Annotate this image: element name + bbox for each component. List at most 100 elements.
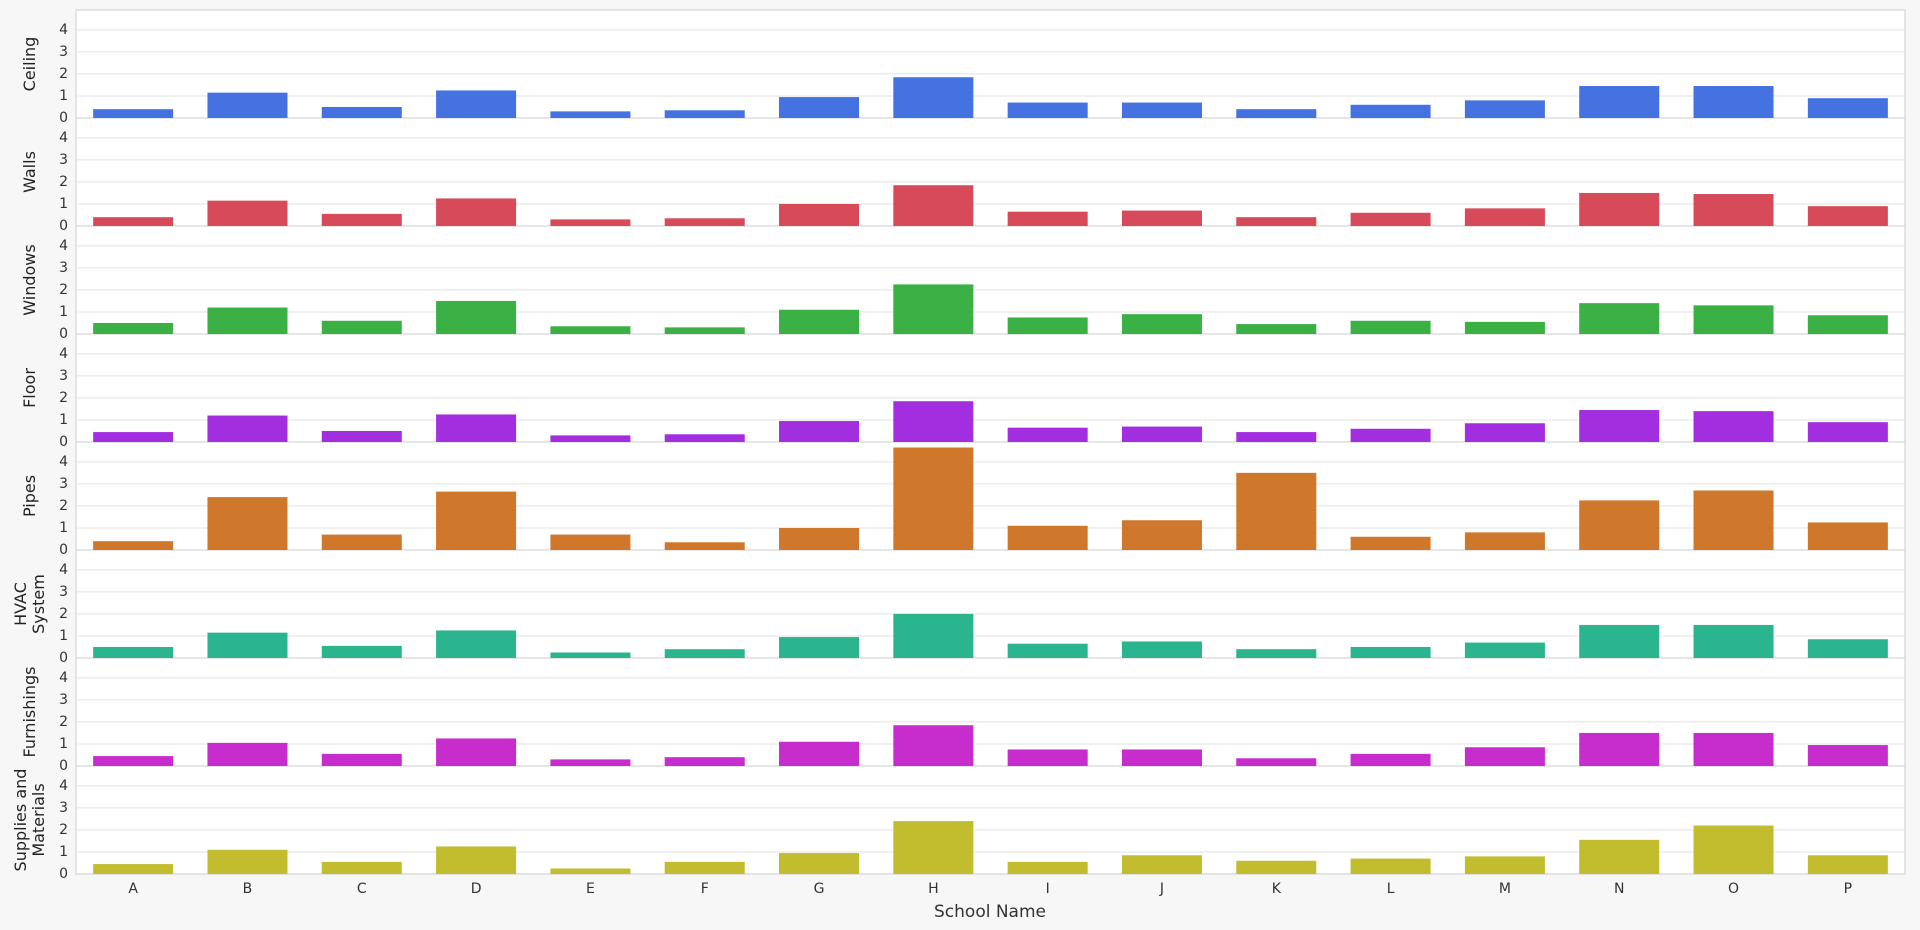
bar [93, 432, 174, 442]
bar [1807, 855, 1888, 874]
bar [1693, 194, 1774, 226]
bar [321, 320, 402, 334]
bar [436, 491, 517, 550]
y-tick-label: 4 [59, 778, 68, 794]
y-tick-label: 3 [59, 44, 68, 60]
x-tick-label: F [701, 881, 709, 897]
bar [893, 821, 974, 874]
bar [436, 300, 517, 334]
bar [1007, 749, 1088, 766]
bar [550, 868, 631, 874]
bar [893, 77, 974, 118]
bar [436, 90, 517, 118]
bar [1579, 410, 1660, 442]
x-tick-label: A [128, 881, 138, 897]
bar [321, 753, 402, 766]
bar [1121, 426, 1202, 442]
y-tick-label: 1 [59, 196, 68, 212]
bar [550, 534, 631, 550]
y-tick-label: 0 [59, 218, 68, 234]
bar [1807, 206, 1888, 226]
y-tick-label: 3 [59, 152, 68, 168]
x-tick-label: H [928, 881, 939, 897]
y-tick-label: 3 [59, 584, 68, 600]
bar [1464, 423, 1545, 442]
bar [893, 185, 974, 226]
bar [1807, 639, 1888, 658]
bar [207, 307, 288, 334]
y-tick-label: 3 [59, 800, 68, 816]
bar [779, 853, 860, 874]
y-tick-label: 2 [59, 174, 68, 190]
bar [1464, 208, 1545, 226]
bar [1350, 428, 1431, 442]
bar [1121, 855, 1202, 874]
bar [207, 632, 288, 658]
bar [1579, 86, 1660, 118]
y-tick-label: 4 [59, 454, 68, 470]
x-tick-label: J [1159, 881, 1164, 897]
bar [1579, 839, 1660, 874]
bar [1693, 624, 1774, 658]
bar [550, 326, 631, 334]
x-tick-label: O [1728, 881, 1739, 897]
y-tick-label: 3 [59, 368, 68, 384]
bar [1350, 858, 1431, 874]
bar [1464, 856, 1545, 874]
x-tick-label: N [1614, 881, 1624, 897]
y-tick-label: 0 [59, 434, 68, 450]
bar [664, 218, 745, 226]
panel-label: Furnishings [20, 666, 39, 758]
bar [207, 497, 288, 550]
bar [1693, 490, 1774, 550]
y-tick-label: 4 [59, 670, 68, 686]
bar [664, 434, 745, 442]
bar [1350, 212, 1431, 226]
y-tick-label: 1 [59, 628, 68, 644]
bar [207, 415, 288, 442]
bar [321, 106, 402, 118]
bar [1236, 758, 1317, 766]
bar [436, 198, 517, 226]
y-tick-label: 2 [59, 714, 68, 730]
bar [550, 652, 631, 658]
bar [1121, 520, 1202, 550]
y-tick-label: 1 [59, 412, 68, 428]
bar [207, 849, 288, 874]
bar [550, 219, 631, 226]
bar [779, 97, 860, 118]
bar [664, 327, 745, 334]
bar [1236, 860, 1317, 874]
bar [1350, 104, 1431, 118]
bar [1579, 192, 1660, 226]
x-axis-label: School Name [934, 902, 1046, 922]
bar [779, 637, 860, 658]
x-tick-label: I [1046, 881, 1050, 897]
bar [93, 756, 174, 766]
bar [664, 649, 745, 658]
bar [321, 534, 402, 550]
y-tick-label: 3 [59, 692, 68, 708]
bar [550, 111, 631, 118]
bar [1693, 411, 1774, 442]
bar [93, 109, 174, 118]
y-tick-label: 4 [59, 346, 68, 362]
y-tick-label: 2 [59, 282, 68, 298]
y-tick-label: 1 [59, 304, 68, 320]
bar [1579, 500, 1660, 550]
bar [321, 861, 402, 874]
bar [1464, 747, 1545, 766]
bar [1464, 642, 1545, 658]
y-tick-label: 1 [59, 736, 68, 752]
x-tick-label: M [1499, 881, 1511, 897]
bar [664, 110, 745, 118]
bar [1236, 217, 1317, 226]
bar [1007, 525, 1088, 550]
bar [1350, 320, 1431, 334]
bar [93, 217, 174, 226]
bar [779, 203, 860, 226]
panel-label: Floor [20, 368, 39, 408]
bar [893, 613, 974, 658]
